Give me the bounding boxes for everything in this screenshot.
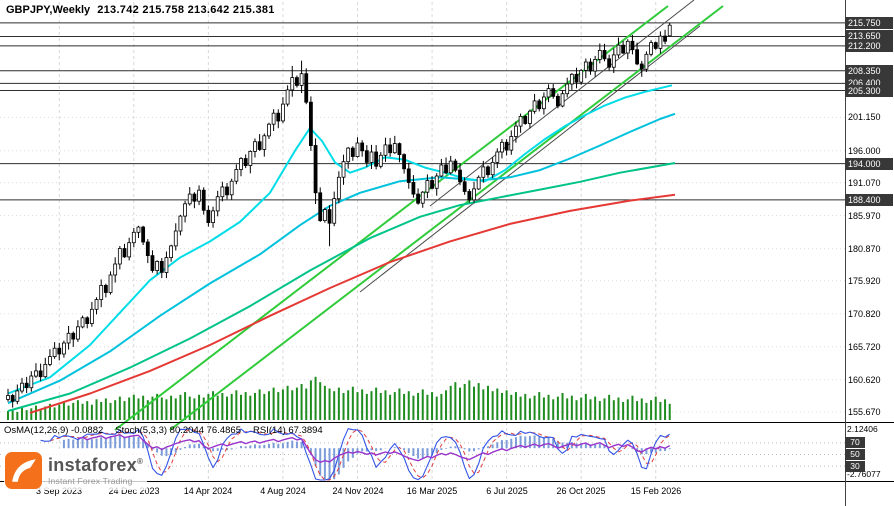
date-label: 26 Oct 2025 bbox=[556, 486, 606, 496]
ohlc-values: 213.742 215.758 213.642 215.381 bbox=[97, 4, 275, 16]
price-axis[interactable]: 201.150 196.000 191.070 185.970 180.870 175.9… bbox=[845, 0, 894, 506]
price-axis-label: 170.820 bbox=[848, 309, 881, 319]
date-label: 4 Aug 2024 bbox=[260, 486, 306, 496]
price-level-badge: 212.200 bbox=[845, 40, 893, 52]
price-axis-label: 191.070 bbox=[848, 178, 881, 188]
indicator-level-badge: 50 bbox=[845, 449, 865, 460]
price-axis-label: 175.920 bbox=[848, 276, 881, 286]
price-axis-label: 165.720 bbox=[848, 342, 881, 352]
indicator-level-badge: 30 bbox=[845, 461, 865, 472]
date-label: 16 Mar 2025 bbox=[406, 486, 458, 496]
price-axis-label: 185.970 bbox=[848, 211, 881, 221]
price-level-badge: 205.300 bbox=[845, 85, 893, 97]
price-level-badge: 213.650 bbox=[845, 30, 893, 42]
date-label: 14 Apr 2024 bbox=[183, 486, 233, 496]
price-axis-label: 160.620 bbox=[848, 375, 881, 385]
instaforex-watermark: instaforex® Instant Forex Trading bbox=[4, 451, 148, 490]
price-axis-label: 201.150 bbox=[848, 112, 881, 122]
registered-mark: ® bbox=[137, 456, 144, 466]
osma-label: OsMA(12,26,9) -0.0882 bbox=[4, 425, 104, 436]
rsi-label: RSI(14) 67.3894 bbox=[253, 425, 323, 436]
date-label: 3 Sep 2023 bbox=[35, 486, 83, 496]
price-axis-label: 155.670 bbox=[848, 407, 881, 417]
price-axis-label: 180.870 bbox=[848, 244, 881, 254]
chart-symbol-ohlc: GBPJPY,Weekly 213.742 215.758 213.642 215… bbox=[6, 4, 275, 16]
price-level-badge: 208.350 bbox=[845, 65, 893, 77]
indicator-scale-top: 2.12406 bbox=[847, 424, 878, 434]
time-axis[interactable]: 3 Sep 2023 24 Dec 2023 14 Apr 2024 4 Aug 20… bbox=[0, 482, 845, 506]
indicator-scale-bottom: -2.76077 bbox=[847, 469, 881, 479]
price-level-badge: 194.000 bbox=[845, 158, 893, 170]
price-level-badge: 188.400 bbox=[845, 194, 893, 206]
instaforex-logo-icon bbox=[5, 452, 42, 489]
date-label: 24 Dec 2023 bbox=[108, 486, 160, 496]
stoch-label: Stoch(5,3,3) 80.2044 76.4865 bbox=[115, 425, 241, 436]
symbol-period-label: GBPJPY,Weekly bbox=[6, 4, 91, 16]
brand-tagline: Instant Forex Trading bbox=[48, 475, 133, 486]
date-label: 24 Nov 2024 bbox=[332, 486, 384, 496]
date-label: 15 Feb 2026 bbox=[630, 486, 682, 496]
indicator-labels: OsMA(12,26,9) -0.0882 Stoch(5,3,3) 80.20… bbox=[4, 425, 323, 436]
price-axis-label: 196.000 bbox=[848, 146, 881, 156]
instaforex-logo-text: instaforex® Instant Forex Trading bbox=[48, 456, 143, 486]
brand-name: instaforex® bbox=[48, 454, 144, 475]
indicator-level-badge: 70 bbox=[845, 437, 865, 448]
price-level-badge: 215.750 bbox=[845, 17, 893, 29]
date-label: 6 Jul 2025 bbox=[486, 486, 528, 496]
